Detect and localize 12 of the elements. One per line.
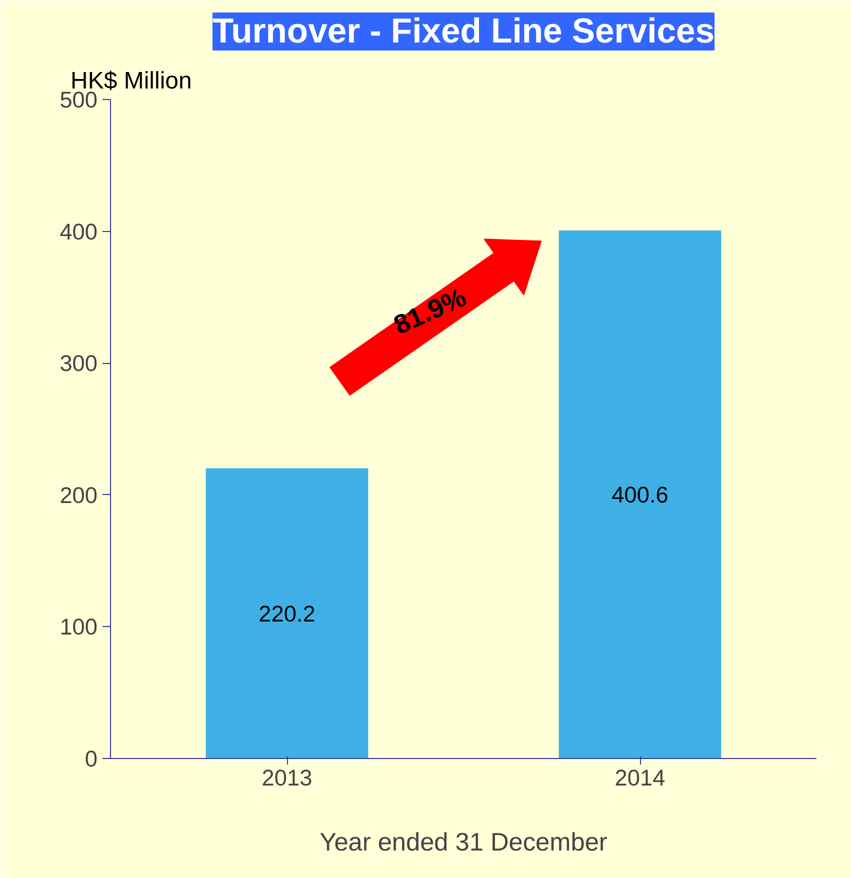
y-tick-label: 100 [60,614,98,640]
data-label: 220.2 [258,600,316,626]
x-tick-label: 2013 [262,764,312,790]
y-tick-label: 200 [60,482,98,508]
x-tick-label: 2014 [614,764,666,790]
annotation: 81.9% [389,282,471,340]
x-axis-title: Year ended 31 December [320,828,608,856]
y-tick-label: 300 [60,350,98,376]
data-label: 400.6 [612,482,668,508]
y-tick-label: 400 [60,218,98,244]
y-tick-label: 0 [84,746,98,772]
chart-title: Turnover - Fixed Line Services [212,12,715,50]
